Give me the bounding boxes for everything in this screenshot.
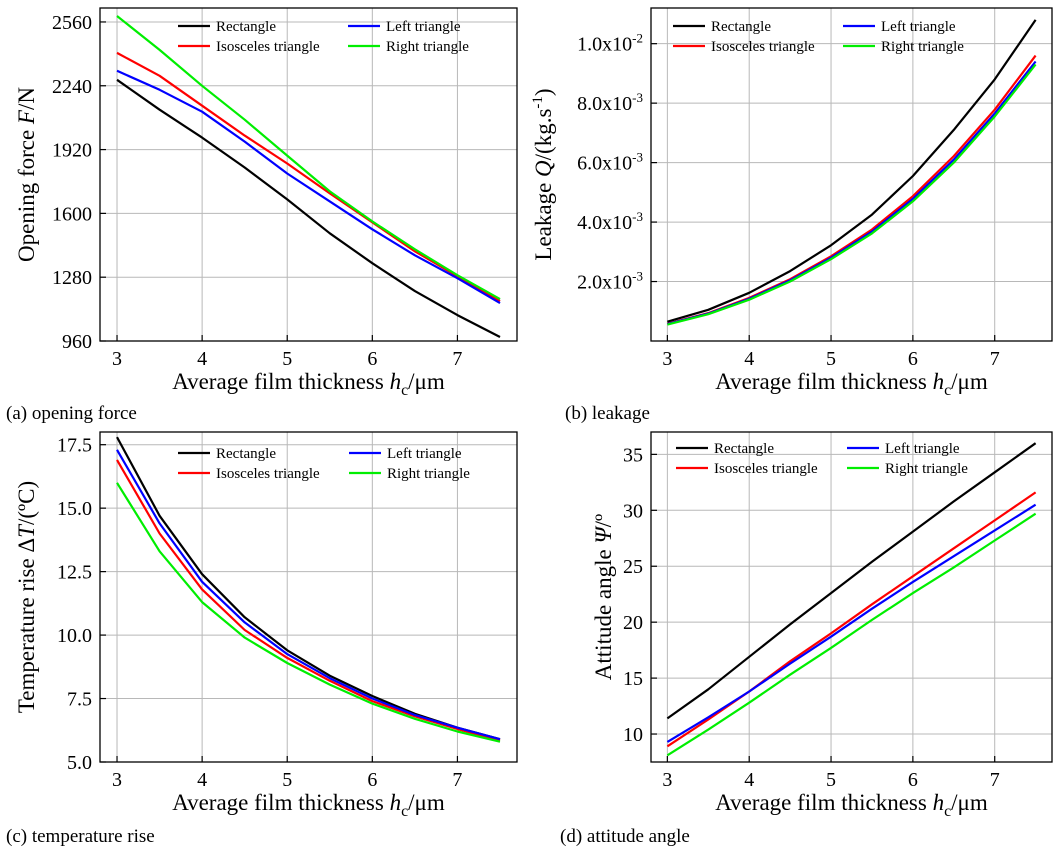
- x-tick-label: 4: [744, 348, 754, 370]
- series-line-rectangle: [116, 436, 501, 741]
- y-tick-label: 35: [623, 444, 643, 466]
- x-tick-label: 7: [452, 769, 462, 791]
- x-tick-label: 6: [367, 348, 377, 370]
- y-tick-label: 5.0: [67, 752, 92, 774]
- x-tick-label: 3: [112, 769, 122, 791]
- x-tick-label: 6: [908, 348, 918, 370]
- y-axis-title: Opening force F/N: [14, 87, 39, 262]
- x-tick-label: 6: [908, 769, 918, 791]
- series-line-right: [116, 482, 501, 743]
- y-tick-label: 2.0x10-3: [577, 269, 643, 294]
- caption-a: (a) opening force: [6, 403, 137, 424]
- legend-label-rectangle: Rectangle: [711, 19, 771, 35]
- plot-frame: [650, 7, 1053, 342]
- x-tick-label: 4: [197, 348, 207, 370]
- x-tick-label: 3: [662, 348, 672, 370]
- y-tick-label: 2560: [52, 12, 92, 34]
- series-line-isosceles: [116, 51, 501, 303]
- legend-label-isosceles: Isosceles triangle: [216, 466, 320, 482]
- caption-d: (d) attitude angle: [560, 826, 690, 847]
- series-line-isosceles: [116, 459, 501, 742]
- series-line-left: [667, 60, 1037, 326]
- x-tick-label: 4: [197, 769, 207, 791]
- y-tick-label: 12.5: [57, 562, 92, 584]
- y-tick-label: 30: [623, 500, 643, 522]
- legend-label-rectangle: Rectangle: [714, 441, 774, 457]
- legend-label-right: Right triangle: [387, 466, 470, 482]
- y-tick-label: 1.0x10-2: [577, 31, 643, 56]
- caption-b: (b) leakage: [565, 403, 650, 424]
- legend-label-left: Left triangle: [881, 19, 956, 35]
- legend-label-isosceles: Isosceles triangle: [711, 39, 815, 55]
- legend-label-rectangle: Rectangle: [216, 446, 276, 462]
- series-line-rectangle: [666, 442, 1037, 720]
- x-tick-label: 5: [826, 769, 836, 791]
- y-tick-label: 20: [623, 612, 643, 634]
- y-axis-title: Attitude angle Ψ/º: [591, 514, 616, 680]
- legend-label-left: Left triangle: [387, 446, 462, 462]
- y-tick-label: 1920: [52, 140, 92, 162]
- y-tick-label: 1600: [52, 203, 92, 225]
- plot-frame: [99, 7, 518, 342]
- x-axis-title: Average film thickness hc/μm: [172, 369, 445, 399]
- y-tick-label: 25: [623, 556, 643, 578]
- legend-label-right: Right triangle: [885, 461, 968, 477]
- chart-b: 3 4 5 6 7 2.0x10-3 4.0x10-3 6.0x10-3 8.0x10-3 1.0…: [530, 7, 1053, 399]
- legend-label-right: Right triangle: [881, 39, 964, 55]
- x-tick-label: 7: [990, 348, 1000, 370]
- x-tick-label: 7: [990, 769, 1000, 791]
- series-line-right: [666, 512, 1037, 757]
- legend-label-left: Left triangle: [885, 441, 960, 457]
- y-tick-label: 6.0x10-3: [577, 150, 643, 175]
- y-tick-label: 15: [623, 668, 643, 690]
- caption-c: (c) temperature rise: [6, 826, 155, 847]
- x-tick-label: 5: [282, 348, 292, 370]
- legend-label-isosceles: Isosceles triangle: [714, 461, 818, 477]
- series-line-right: [667, 63, 1037, 326]
- y-tick-label: 960: [62, 331, 92, 353]
- y-tick-label: 2240: [52, 76, 92, 98]
- chart-a: 3 4 5 6 7 960 1280 1600 1920 2240 2560 Rectangle Iso…: [14, 7, 518, 399]
- x-tick-label: 4: [744, 769, 754, 791]
- x-tick-label: 6: [367, 769, 377, 791]
- x-tick-label: 3: [112, 348, 122, 370]
- y-axis-title: Temperature rise ΔT/(ºC): [14, 481, 39, 713]
- chart-d: 3 4 5 6 7 10 15 20 25 30 35 Rectangle Isosceles tria…: [591, 431, 1053, 820]
- legend-label-rectangle: Rectangle: [216, 19, 276, 35]
- series-line-left: [666, 503, 1037, 743]
- x-axis-title: Average film thickness hc/μm: [715, 369, 988, 399]
- chart-c: 3 4 5 6 7 5.0 7.5 10.0 12.5 15.0 17.5 Rectangle Isos…: [14, 431, 518, 820]
- plot-frame: [650, 431, 1053, 763]
- x-tick-label: 7: [452, 348, 462, 370]
- series-line-right: [116, 15, 501, 301]
- legend-label-right: Right triangle: [386, 39, 469, 55]
- y-tick-label: 4.0x10-3: [577, 209, 643, 234]
- y-axis-title: Leakage Q/(kg.s-1): [530, 88, 556, 260]
- plot-frame: [99, 431, 518, 763]
- x-tick-label: 3: [662, 769, 672, 791]
- legend-label-left: Left triangle: [386, 19, 461, 35]
- legend-label-isosceles: Isosceles triangle: [216, 39, 320, 55]
- series-line-rectangle: [116, 78, 501, 338]
- y-tick-label: 10: [623, 724, 643, 746]
- y-tick-label: 1280: [52, 267, 92, 289]
- y-tick-label: 7.5: [67, 689, 92, 711]
- y-tick-label: 17.5: [57, 435, 92, 457]
- series-line-left: [116, 69, 501, 305]
- y-tick-label: 8.0x10-3: [577, 90, 643, 115]
- x-tick-label: 5: [826, 348, 836, 370]
- x-tick-label: 5: [282, 769, 292, 791]
- x-axis-title: Average film thickness hc/μm: [172, 790, 445, 820]
- series-line-left: [116, 449, 501, 741]
- x-axis-title: Average film thickness hc/μm: [715, 790, 988, 820]
- series-line-rectangle: [667, 19, 1037, 323]
- y-tick-label: 10.0: [57, 625, 92, 647]
- y-tick-label: 15.0: [57, 498, 92, 520]
